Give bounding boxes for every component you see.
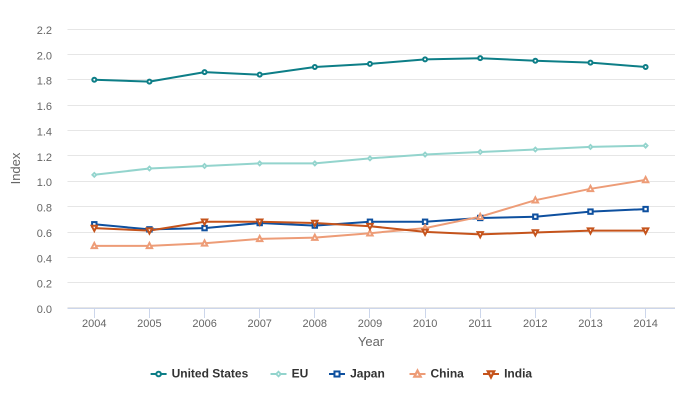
svg-text:2009: 2009 xyxy=(358,318,382,330)
svg-text:2006: 2006 xyxy=(192,318,216,330)
svg-text:2011: 2011 xyxy=(468,318,492,330)
svg-text:2.2: 2.2 xyxy=(37,25,52,37)
svg-text:2013: 2013 xyxy=(578,318,602,330)
svg-text:2014: 2014 xyxy=(633,318,657,330)
svg-text:2.0: 2.0 xyxy=(37,50,52,62)
svg-text:India: India xyxy=(504,366,532,380)
svg-text:2007: 2007 xyxy=(247,318,271,330)
svg-text:EU: EU xyxy=(292,366,309,380)
svg-text:1.8: 1.8 xyxy=(37,76,52,88)
svg-text:0.0: 0.0 xyxy=(37,304,52,316)
svg-text:1.0: 1.0 xyxy=(37,177,52,189)
svg-text:1.6: 1.6 xyxy=(37,101,52,113)
svg-text:0.8: 0.8 xyxy=(37,203,52,215)
svg-text:2012: 2012 xyxy=(523,318,547,330)
svg-text:0.4: 0.4 xyxy=(37,253,52,265)
svg-text:China: China xyxy=(431,366,465,380)
svg-text:1.4: 1.4 xyxy=(37,127,52,139)
svg-text:2005: 2005 xyxy=(137,318,161,330)
svg-text:0.6: 0.6 xyxy=(37,228,52,240)
svg-text:2008: 2008 xyxy=(303,318,327,330)
svg-text:2004: 2004 xyxy=(82,318,106,330)
svg-text:Japan: Japan xyxy=(350,366,385,380)
svg-text:Index: Index xyxy=(8,152,23,184)
svg-text:2010: 2010 xyxy=(413,318,437,330)
svg-text:United States: United States xyxy=(172,366,249,380)
svg-text:Year: Year xyxy=(358,334,385,349)
svg-text:1.2: 1.2 xyxy=(37,152,52,164)
svg-text:0.2: 0.2 xyxy=(37,279,52,291)
